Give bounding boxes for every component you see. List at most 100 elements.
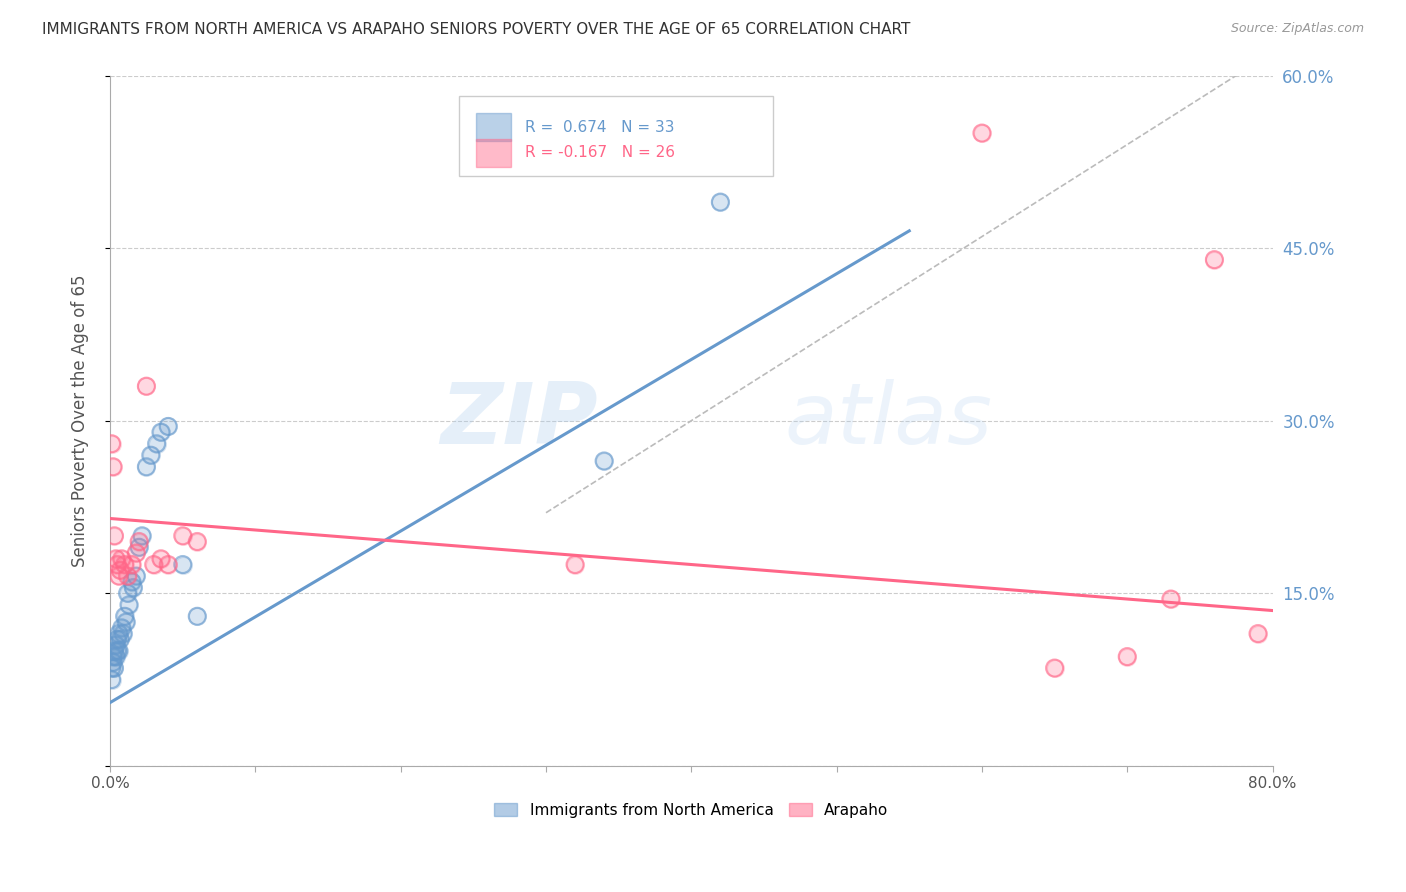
Point	[186, 609, 208, 624]
Text: R = -0.167   N = 26: R = -0.167 N = 26	[524, 145, 675, 161]
Point	[135, 379, 157, 393]
Point	[1247, 626, 1270, 640]
Point	[593, 454, 616, 468]
Point	[105, 632, 128, 647]
Legend: Immigrants from North America, Arapaho: Immigrants from North America, Arapaho	[488, 797, 894, 824]
Point	[117, 586, 139, 600]
Point	[114, 609, 136, 624]
Point	[117, 586, 139, 600]
Point	[1204, 252, 1226, 267]
Point	[107, 626, 129, 640]
Point	[117, 569, 139, 583]
Point	[105, 558, 128, 572]
Point	[145, 436, 167, 450]
Point	[105, 558, 128, 572]
Point	[105, 632, 128, 647]
Text: atlas: atlas	[785, 379, 993, 462]
Point	[100, 436, 122, 450]
Point	[121, 574, 143, 589]
Point	[111, 621, 134, 635]
Point	[110, 632, 132, 647]
Text: R =  0.674   N = 33: R = 0.674 N = 33	[524, 120, 675, 135]
Point	[1247, 626, 1270, 640]
Point	[114, 609, 136, 624]
Point	[564, 558, 586, 572]
Point	[142, 558, 165, 572]
Point	[103, 644, 125, 658]
Bar	[477, 139, 512, 167]
Point	[125, 569, 148, 583]
Text: Source: ZipAtlas.com: Source: ZipAtlas.com	[1230, 22, 1364, 36]
Point	[114, 558, 136, 572]
Point	[157, 419, 180, 434]
Point	[145, 436, 167, 450]
Point	[107, 626, 129, 640]
Point	[107, 569, 129, 583]
Point	[149, 551, 172, 566]
Point	[100, 661, 122, 675]
Point	[1043, 661, 1066, 675]
Point	[105, 644, 128, 658]
Point	[104, 551, 127, 566]
Point	[118, 598, 141, 612]
Point	[186, 534, 208, 549]
Point	[1116, 649, 1139, 664]
Point	[121, 558, 143, 572]
Point	[101, 459, 124, 474]
Point	[104, 551, 127, 566]
Point	[103, 529, 125, 543]
Point	[970, 126, 993, 140]
Point	[104, 638, 127, 652]
Point	[125, 569, 148, 583]
Point	[117, 569, 139, 583]
Point	[709, 195, 731, 210]
Point	[593, 454, 616, 468]
Point	[125, 546, 148, 560]
Point	[110, 563, 132, 577]
Point	[111, 551, 134, 566]
Point	[118, 598, 141, 612]
Point	[103, 661, 125, 675]
Point	[103, 529, 125, 543]
Point	[121, 574, 143, 589]
Point	[100, 661, 122, 675]
Point	[135, 459, 157, 474]
Point	[186, 609, 208, 624]
Point	[135, 379, 157, 393]
Point	[157, 558, 180, 572]
Point	[100, 673, 122, 687]
Point	[172, 529, 194, 543]
Point	[101, 656, 124, 670]
Point	[1116, 649, 1139, 664]
Point	[100, 436, 122, 450]
Point	[128, 541, 150, 555]
Point	[186, 534, 208, 549]
Y-axis label: Seniors Poverty Over the Age of 65: Seniors Poverty Over the Age of 65	[72, 275, 89, 567]
Point	[172, 529, 194, 543]
Point	[122, 581, 145, 595]
Point	[1160, 592, 1182, 607]
Point	[110, 632, 132, 647]
Point	[107, 644, 129, 658]
Point	[107, 569, 129, 583]
Text: ZIP: ZIP	[440, 379, 599, 462]
Point	[970, 126, 993, 140]
Point	[122, 581, 145, 595]
Point	[157, 419, 180, 434]
Point	[1043, 661, 1066, 675]
Point	[125, 546, 148, 560]
Point	[110, 563, 132, 577]
Point	[101, 459, 124, 474]
Point	[114, 558, 136, 572]
Point	[172, 558, 194, 572]
Point	[111, 551, 134, 566]
Point	[101, 649, 124, 664]
Point	[104, 649, 127, 664]
Point	[100, 673, 122, 687]
Text: IMMIGRANTS FROM NORTH AMERICA VS ARAPAHO SENIORS POVERTY OVER THE AGE OF 65 CORR: IMMIGRANTS FROM NORTH AMERICA VS ARAPAHO…	[42, 22, 911, 37]
Point	[131, 529, 153, 543]
Point	[1160, 592, 1182, 607]
Point	[149, 425, 172, 440]
Point	[142, 558, 165, 572]
Point	[564, 558, 586, 572]
